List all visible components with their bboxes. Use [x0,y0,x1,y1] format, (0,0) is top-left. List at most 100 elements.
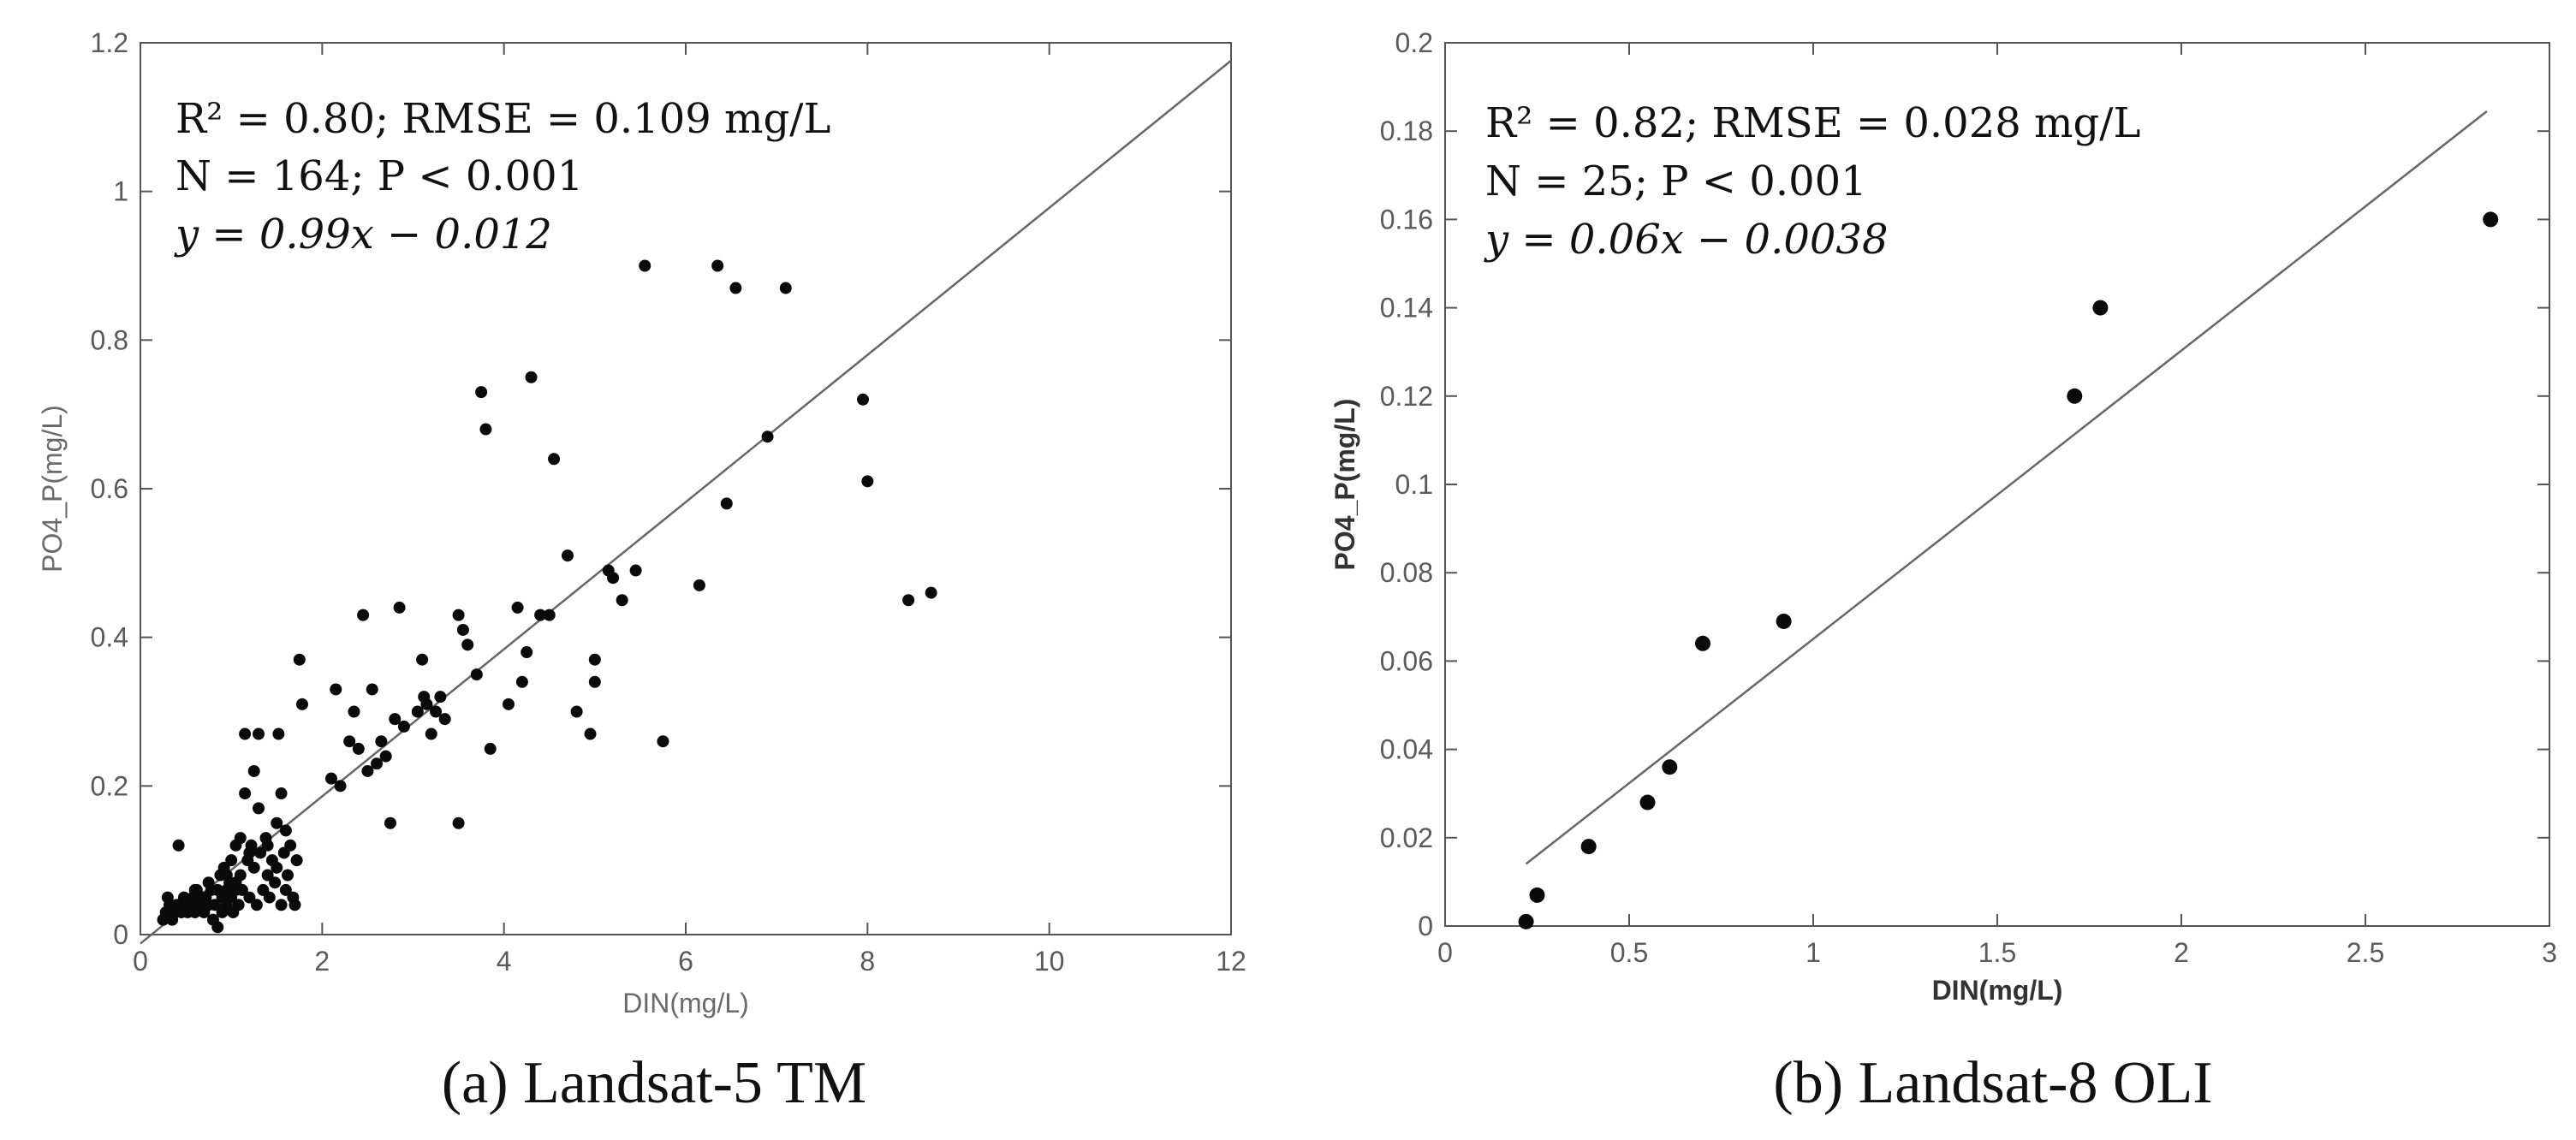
panel-a-fit-equation: y = 0.99x − 0.012 [174,211,552,258]
panel-a-data-point [239,727,252,740]
panel-a-data-point [275,787,288,800]
panel-b-y-tick-label: 0.06 [1380,645,1433,676]
panel-b-caption: (b) Landsat-8 OLI [1773,1050,2212,1116]
panel-a-data-point [588,675,601,688]
panel-a-data-point [211,921,224,934]
panel-b-data-point [1639,794,1656,810]
panel-a-y-tick-label: 0.8 [91,324,128,355]
panel-a-chart: 0 2 4 6 8 10 12 0 0.2 0.4 0.6 0.8 1 1.2 R² = 0.80; RM… [37,27,1246,1116]
panel-a-data-point [247,764,260,777]
panel-b-axes: 0 0.5 1 1.5 2 2.5 3 0 0.02 0.04 0.06 0.08 0.1 0.12 0.1… [1380,27,2557,968]
panel-a-data-point [479,423,492,436]
panel-a-data-point [925,586,937,599]
panel-a-data-point [470,668,483,681]
panel-b-y-tick-label: 0.14 [1380,293,1433,324]
panel-a-data-point [420,698,433,710]
panel-a-data-point [543,609,556,621]
panel-a-data-point [711,259,724,272]
panel-b-fit [1525,110,2488,865]
panel-a-data-point [343,735,356,748]
panel-a-data-point [588,653,601,666]
panel-a-data-point [393,601,406,614]
panel-a-data-point [269,876,282,889]
panel-a-x-tick-label: 8 [860,946,875,977]
panel-b-x-tick-label: 0.5 [1610,937,1648,968]
panel-a-data-point [452,609,465,621]
panel-a-data-point [693,579,705,591]
panel-b-data-point [1529,887,1545,903]
panel-a-data-point [534,609,547,621]
panel-a-data-point [366,683,378,696]
panel-a-data-point [357,609,370,621]
panel-b-y-tick-label: 0.02 [1380,822,1433,853]
panel-a-y-axis-label: PO4_P(mg/L) [37,405,68,573]
panel-b-y-tick-label: 0.18 [1380,116,1433,146]
panel-a-data-point [243,891,256,904]
panel-a-data-point [511,601,524,614]
panel-b-x-tick-label: 2.5 [2347,937,2384,968]
panel-a-data-point [271,861,283,874]
panel-a-data-point [502,698,515,710]
panel-a-data-point [271,816,283,829]
panel-a-data-point [188,883,201,896]
panel-a-x-tick-label: 4 [497,946,512,977]
panel-a-data-point [461,638,474,651]
panel-a-data-point [289,899,301,911]
panel-a-data-point [657,735,669,748]
panel-a-data-point [857,393,870,406]
panel-a-data-point [202,876,215,889]
panel-a-data-point [275,899,288,911]
panel-a-data-point [293,653,306,666]
panel-a-data-point [250,899,263,911]
panel-a-data-point [607,572,620,585]
panel-a-data-point [247,861,260,874]
panel-a-x-tick-label: 0 [133,946,148,977]
panel-a-data-point [172,839,185,852]
panel-b-y-tick-label: 0.08 [1380,557,1433,588]
panel-b-x-tick-label: 3 [2542,937,2557,968]
panel-a-x-tick-label: 10 [1034,946,1065,977]
panel-a-data-point [375,735,388,748]
panel-a-x-tick-label: 12 [1216,946,1246,977]
panel-b-data-point [1695,635,1710,651]
panel-a-data-point [779,282,792,294]
panel-b-y-tick-label: 0.2 [1395,27,1433,58]
panel-b-x-tick-label: 1 [1806,937,1821,968]
panel-b-stats-line2: N = 25; P < 0.001 [1485,157,1867,205]
panel-a-data-point [253,727,265,740]
panel-a-data-point [324,772,337,785]
panel-b-regression-line [1525,110,2488,865]
panel-a-data-point [279,824,292,837]
panel-a-data-point [475,386,488,399]
panel-a-data-point [229,883,242,896]
panel-a-data-point [232,899,245,911]
panel-a-x-tick-label: 6 [678,946,693,977]
panel-b-points [1518,211,2499,929]
panel-b-x-tick-label: 2 [2174,937,2189,968]
panel-b-y-tick-label: 0.1 [1395,469,1433,500]
panel-a-data-point [425,727,437,740]
panel-b-y-tick-label: 0.04 [1380,734,1433,765]
panel-a-data-point [521,646,533,659]
panel-a-data-point [416,653,429,666]
panel-a-data-point [220,869,233,882]
panel-b-chart: 0 0.5 1 1.5 2 2.5 3 0 0.02 0.04 0.06 0.08 0.1 0.12 0.1… [1330,27,2557,1116]
panel-b-data-point [1518,913,1534,929]
panel-a-data-point [729,282,742,294]
panel-a-data-point [434,691,447,704]
panel-a-y-tick-label: 0 [113,919,128,950]
panel-a-data-point [361,764,374,777]
panel-a-data-point [639,259,651,272]
panel-a-y-tick-label: 0.4 [91,622,128,653]
panel-a-data-point [330,683,342,696]
panel-a-data-point [272,727,285,740]
panel-a-data-point [397,720,410,733]
panel-b-data-point [1776,613,1792,629]
panel-b-data-point [2067,388,2083,404]
panel-a-data-point [281,869,294,882]
panel-a-data-point [548,453,561,466]
panel-a-data-point [253,802,265,815]
panel-b-y-tick-label: 0.12 [1380,381,1433,412]
panel-a-y-tick-label: 1.2 [91,27,128,58]
panel-a-points [157,259,937,934]
